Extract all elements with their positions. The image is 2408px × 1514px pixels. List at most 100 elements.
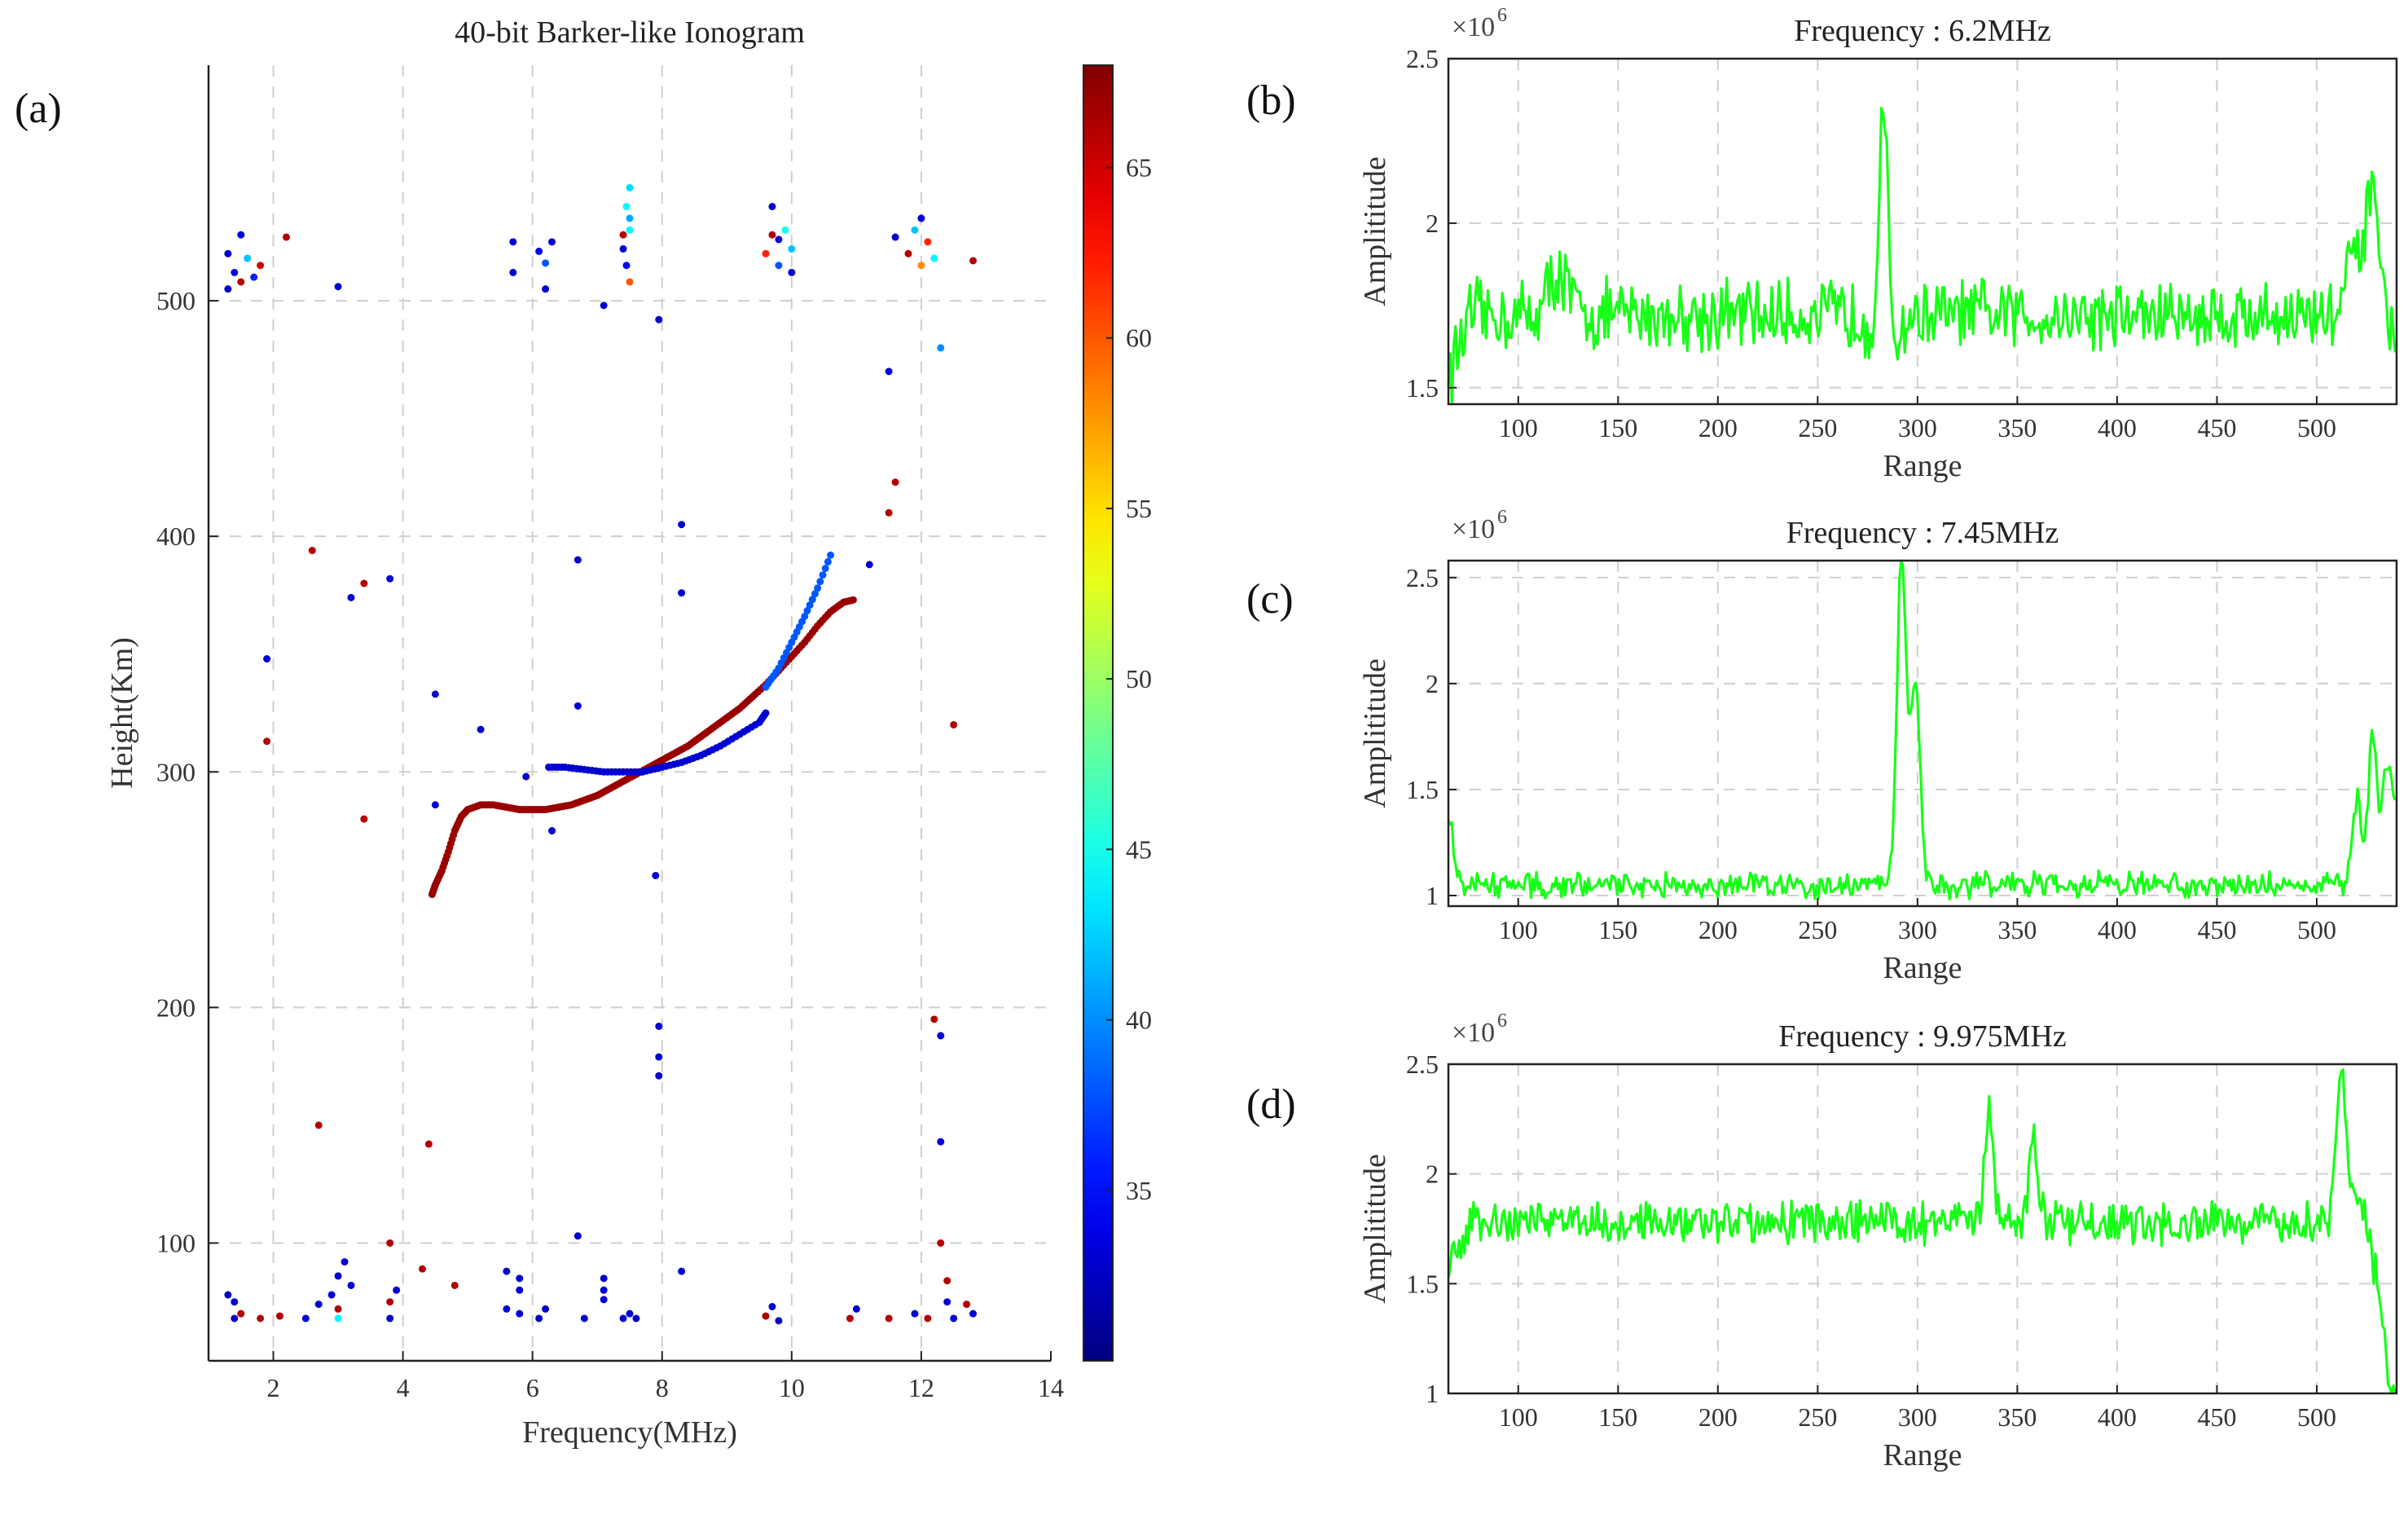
data-point: [707, 725, 715, 733]
data-point: [308, 547, 316, 555]
data-point: [548, 827, 556, 835]
data-point: [503, 1267, 511, 1275]
y-tick-label: 400: [156, 522, 196, 551]
x-tick-label: 8: [656, 1373, 669, 1402]
data-point: [450, 1281, 459, 1289]
data-point: [237, 1309, 245, 1318]
y-axis-label: Height(Km): [105, 637, 139, 789]
x-axis-label: Range: [1883, 951, 1962, 985]
data-point: [768, 231, 776, 239]
scatter-series-3: [224, 183, 978, 1325]
data-point: [327, 1291, 336, 1299]
data-point: [347, 593, 355, 601]
panel-a-label: (a): [15, 86, 62, 132]
x-tick-label: 400: [2098, 413, 2137, 442]
data-point: [386, 1239, 394, 1247]
panel-label: (d): [1246, 1081, 1296, 1128]
data-point: [431, 690, 439, 698]
exponent-label: ×10: [1452, 514, 1495, 544]
data-point: [341, 1258, 349, 1266]
exponent-power: 6: [1497, 1010, 1507, 1032]
scatter-series-1: [545, 709, 770, 776]
data-point: [542, 259, 550, 267]
y-tick-label: 300: [156, 757, 196, 786]
y-axis-label: Amplititude: [1358, 658, 1392, 808]
data-point: [619, 244, 627, 253]
data-point: [522, 772, 530, 781]
data-point: [762, 249, 770, 257]
data-point: [655, 1053, 663, 1061]
data-point: [924, 1314, 932, 1323]
data-point: [314, 1301, 323, 1309]
x-tick-label: 2: [267, 1373, 280, 1402]
data-point: [632, 1314, 640, 1323]
panel-label: (b): [1246, 77, 1296, 124]
data-point: [969, 1309, 978, 1318]
colorbar-tick-label: 60: [1126, 323, 1152, 353]
data-point: [891, 233, 899, 241]
data-point: [891, 478, 899, 486]
data-point: [762, 1312, 770, 1320]
data-point: [937, 1239, 945, 1247]
data-point: [424, 1140, 433, 1148]
y-tick-label: 1: [1426, 1379, 1439, 1408]
data-point: [360, 579, 368, 588]
data-point: [635, 768, 643, 776]
data-point: [347, 1281, 355, 1289]
data-point: [600, 1274, 608, 1283]
y-tick-label: 2.5: [1406, 563, 1439, 592]
exponent-label: ×10: [1452, 12, 1495, 42]
x-tick-label: 300: [1898, 915, 1937, 944]
data-point: [775, 235, 783, 244]
x-tick-label: 450: [2197, 413, 2236, 442]
data-point: [231, 1298, 239, 1306]
x-tick-label: 250: [1798, 1402, 1837, 1432]
data-point: [600, 301, 608, 310]
data-point: [224, 285, 232, 293]
x-tick-label: 450: [2197, 1402, 2236, 1432]
data-point: [798, 641, 806, 649]
data-point: [548, 238, 556, 246]
data-point: [334, 1305, 342, 1313]
data-point: [237, 231, 245, 239]
data-point: [865, 561, 873, 569]
x-tick-label: 200: [1698, 1402, 1738, 1432]
data-point: [943, 1277, 951, 1285]
data-point: [573, 702, 582, 710]
x-tick-label: 150: [1598, 413, 1637, 442]
data-point: [768, 202, 776, 210]
y-tick-label: 2.5: [1406, 1050, 1439, 1079]
data-point: [615, 768, 623, 776]
amplitude-trace: [1447, 559, 2397, 901]
x-tick-label: 300: [1898, 413, 1937, 442]
data-point: [732, 733, 740, 741]
x-tick-label: 12: [908, 1373, 934, 1402]
x-tick-label: 500: [2297, 413, 2336, 442]
x-tick-label: 500: [2297, 915, 2336, 944]
data-point: [386, 574, 394, 583]
colorbar-tick-label: 50: [1126, 664, 1152, 693]
x-tick-label: 150: [1598, 915, 1637, 944]
data-point: [824, 610, 832, 618]
data-point: [694, 734, 702, 742]
data-point: [798, 618, 806, 626]
colorbar-tick-label: 55: [1126, 494, 1152, 523]
data-point: [580, 1314, 588, 1323]
data-point: [509, 268, 517, 276]
data-point: [937, 1138, 945, 1146]
data-point: [557, 763, 565, 771]
data-point: [775, 1317, 783, 1325]
exponent-label: ×10: [1452, 1018, 1495, 1048]
data-point: [678, 1267, 686, 1275]
x-tick-label: 10: [779, 1373, 805, 1402]
data-point: [852, 1305, 860, 1313]
amplitude-trace: [1447, 107, 2397, 406]
data-point: [282, 233, 290, 241]
plot-frame: [1447, 1063, 2398, 1395]
x-tick-label: 500: [2297, 1402, 2336, 1432]
data-point: [600, 1296, 608, 1304]
data-point: [760, 711, 768, 719]
data-point: [785, 644, 793, 652]
data-point: [301, 1314, 310, 1323]
data-point: [622, 262, 631, 270]
